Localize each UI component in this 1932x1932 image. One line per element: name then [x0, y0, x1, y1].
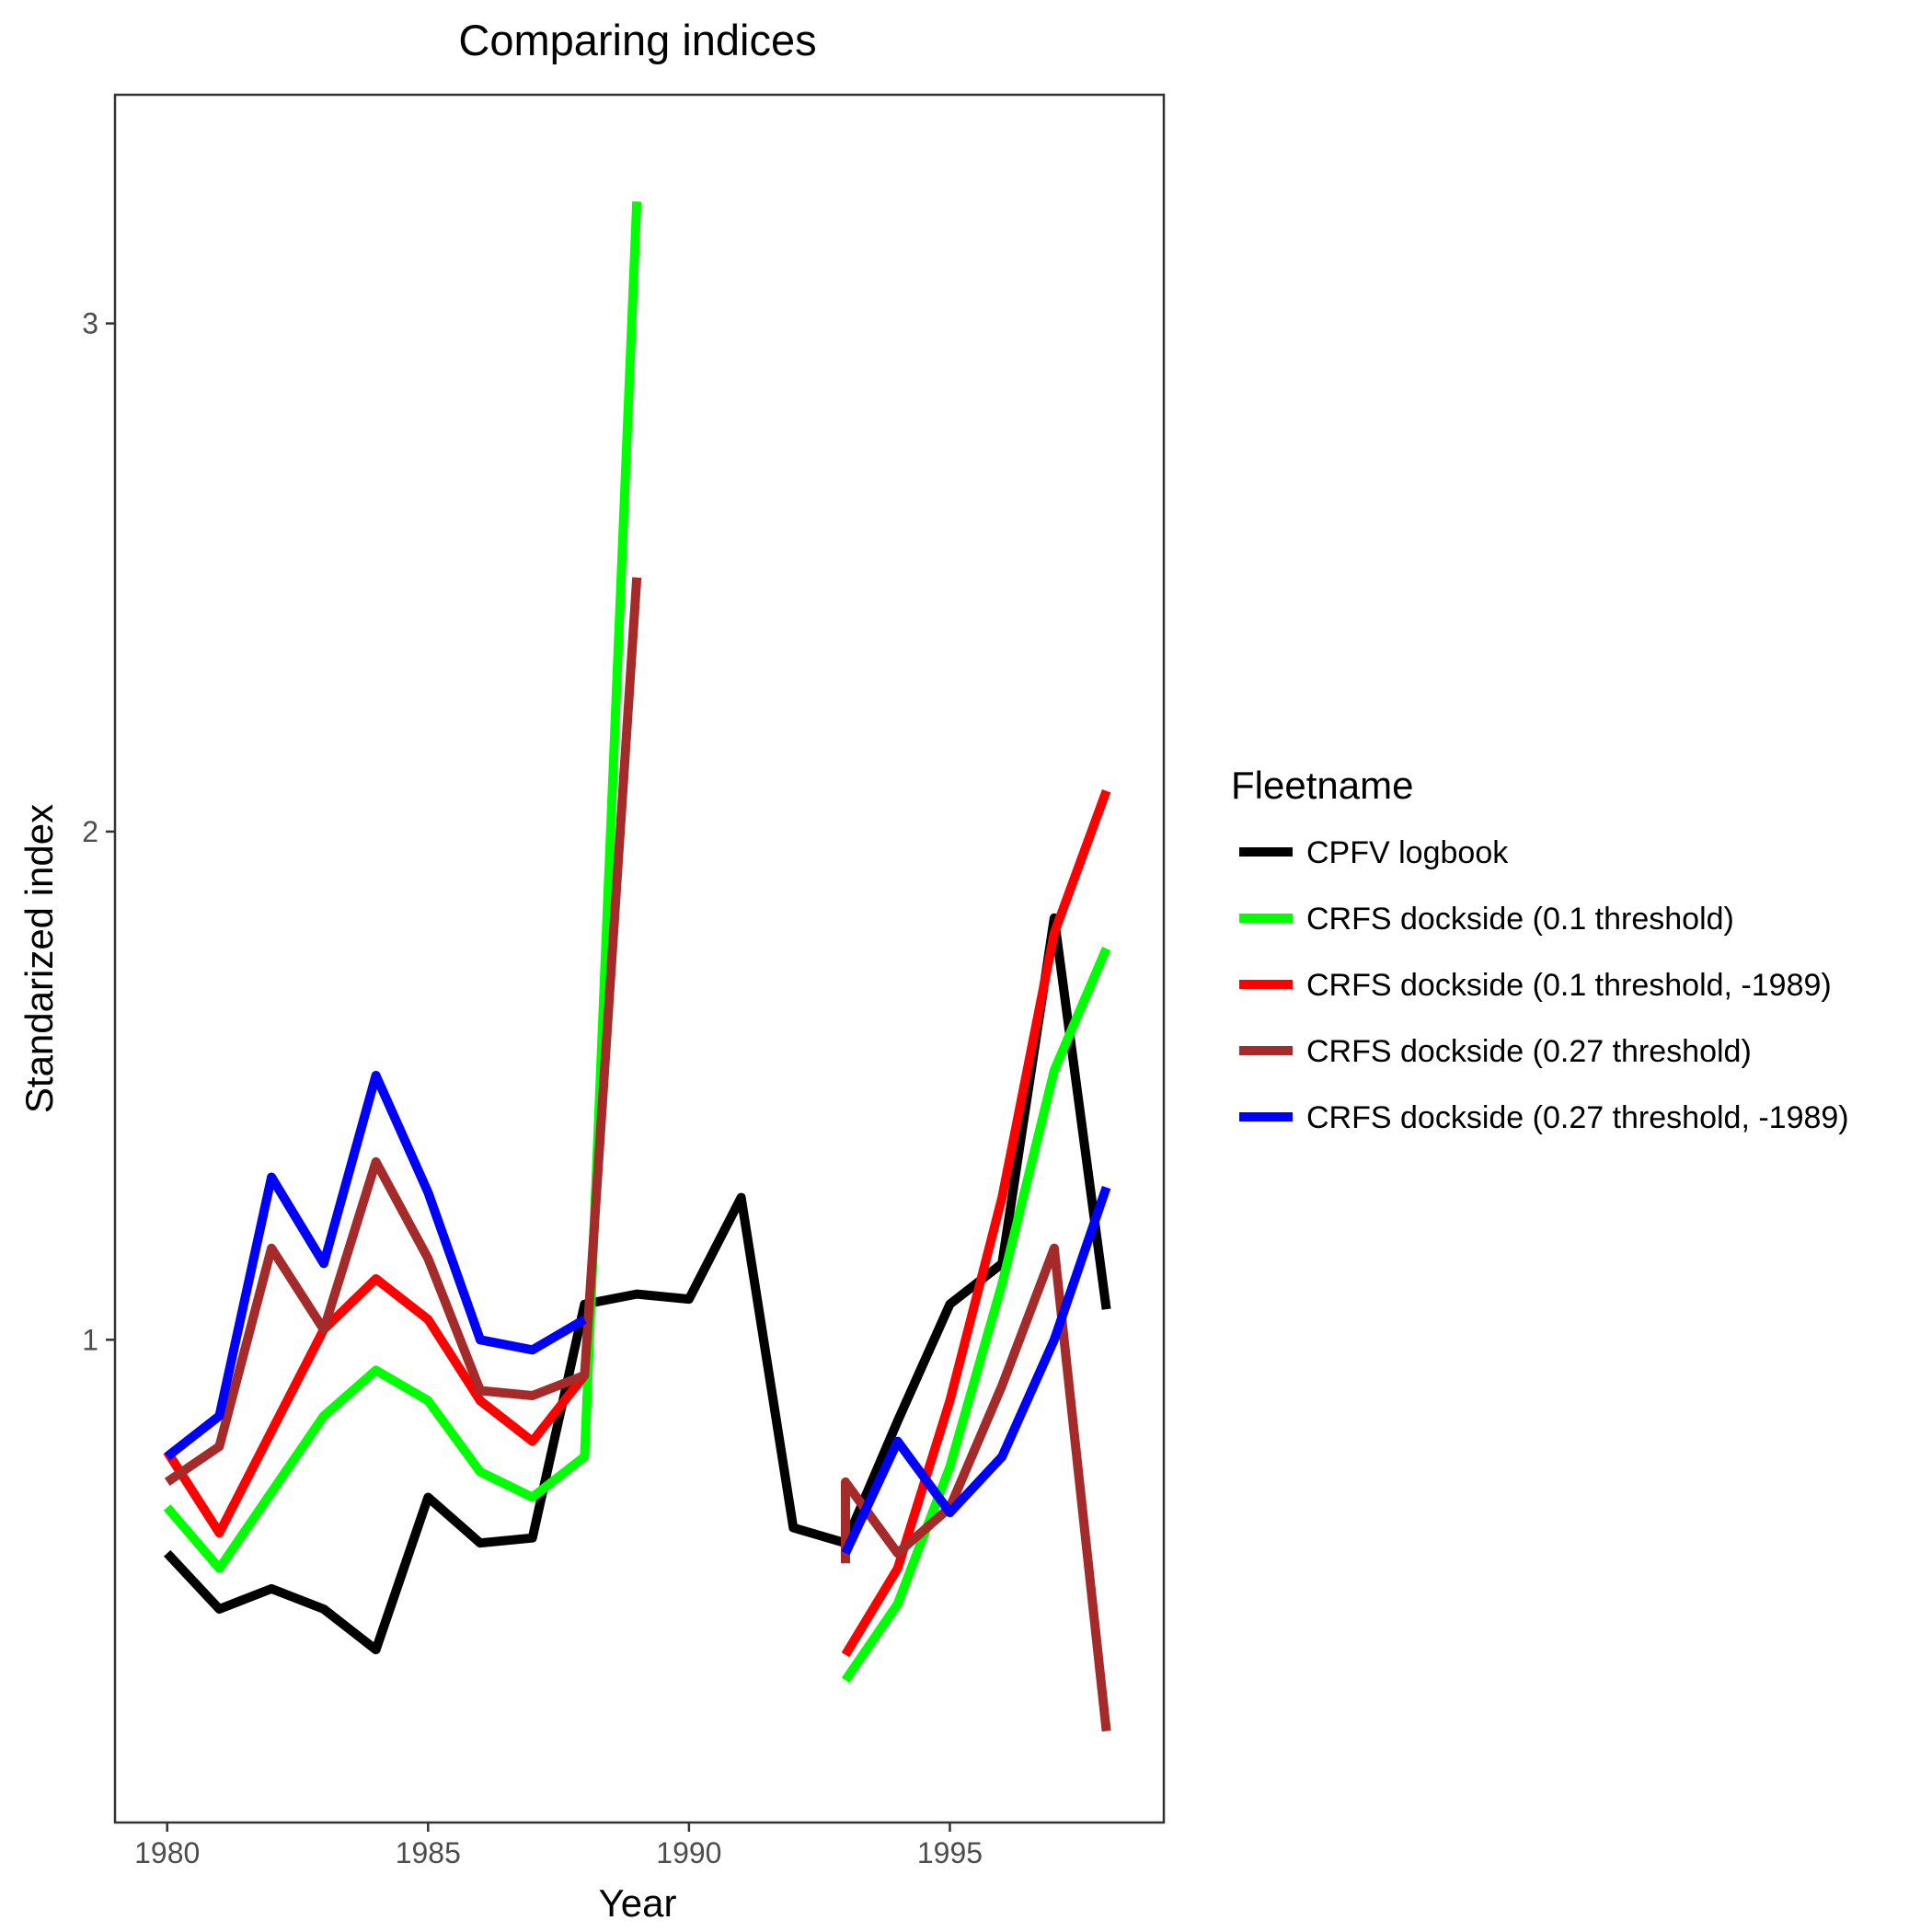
- x-axis-title: Year: [599, 1881, 677, 1925]
- series-line-2-segment-1: [841, 788, 1111, 1658]
- series-line-3-segment-0: [164, 577, 642, 1487]
- chart-title: Comparing indices: [458, 16, 816, 64]
- x-tick-label: 1985: [396, 1836, 461, 1869]
- x-tick-label: 1980: [134, 1836, 200, 1869]
- series-line-2-segment-0: [163, 1274, 589, 1538]
- legend-label-1: CRFS dockside (0.1 threshold): [1306, 902, 1734, 937]
- series-line-4-segment-0: [164, 1071, 587, 1461]
- x-tick-label: 1995: [917, 1836, 983, 1869]
- legend-label-0: CPFV logbook: [1306, 835, 1509, 870]
- series-line-1-segment-0: [163, 201, 642, 1573]
- series-layer: [163, 201, 1111, 1732]
- x-axis: 1980 1985 1990 1995: [134, 1823, 983, 1869]
- plot-area: [113, 93, 1166, 1824]
- legend-title: Fleetname: [1231, 764, 1413, 807]
- legend-label-3: CRFS dockside (0.27 threshold): [1306, 1034, 1752, 1069]
- y-tick-label: 3: [82, 307, 98, 340]
- series-line-4-segment-1: [841, 1185, 1111, 1556]
- series-line-0-segment-0: [164, 913, 1111, 1655]
- plot-panel: [113, 93, 1166, 1824]
- legend-items: CPFV logbook CRFS dockside (0.1 threshold…: [1239, 835, 1849, 1135]
- y-tick-label: 1: [82, 1323, 98, 1356]
- series-line-1-segment-1: [841, 947, 1111, 1684]
- y-axis-title: Standarized index: [17, 804, 61, 1113]
- x-tick-label: 1990: [656, 1836, 721, 1869]
- legend: Fleetname CPFV logbook CRFS dockside (0.1…: [1231, 764, 1849, 1135]
- y-tick-label: 2: [82, 815, 98, 848]
- legend-label-4: CRFS dockside (0.27 threshold, -1989): [1306, 1100, 1849, 1135]
- y-axis: 1 2 3: [82, 307, 115, 1356]
- legend-label-2: CRFS dockside (0.1 threshold, -1989): [1306, 968, 1832, 1003]
